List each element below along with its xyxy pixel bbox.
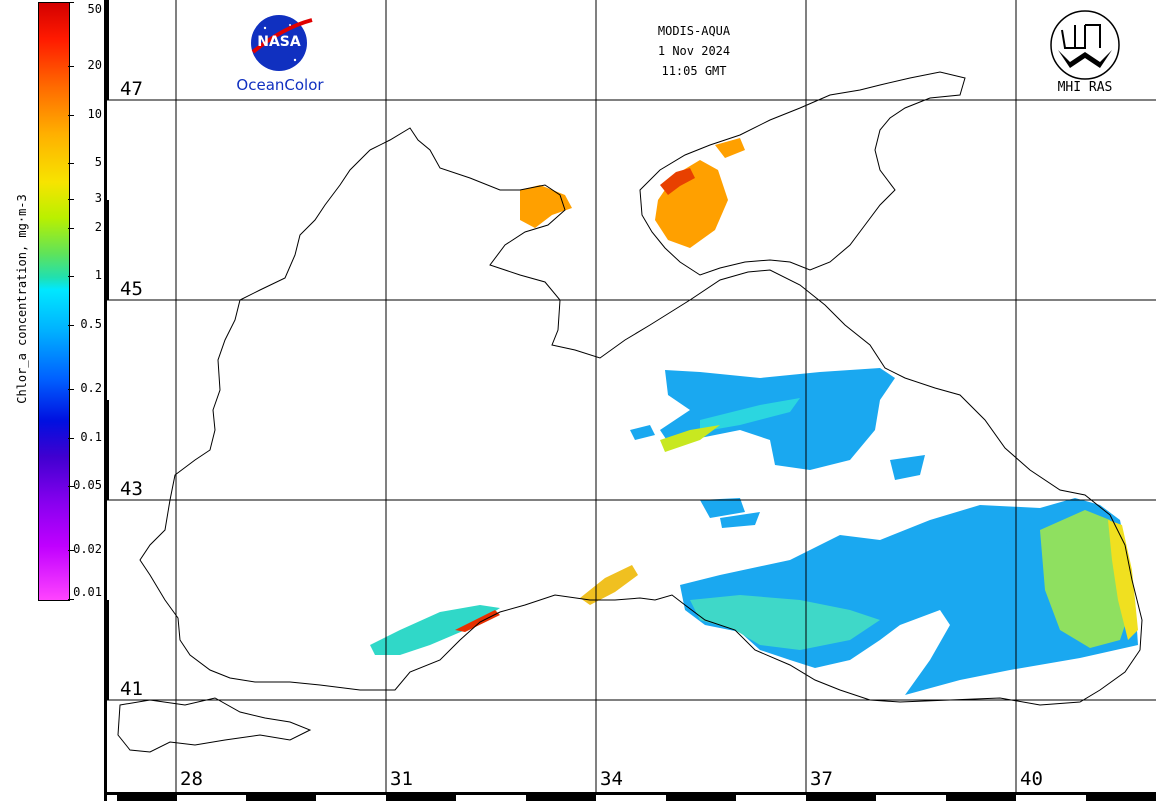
mhi-ras-logo: [1050, 10, 1120, 80]
colorbar-tick: [68, 599, 74, 600]
colorbar-tick: [68, 115, 74, 116]
colorbar-tick-label: 20: [87, 58, 102, 72]
west-south-patch: [370, 605, 500, 655]
colorbar-tick: [68, 66, 74, 67]
azov-coast: [639, 71, 966, 276]
lon-label-37: 37: [810, 768, 833, 790]
lat-label-45: 45: [120, 278, 143, 300]
lat-lon-grid: [107, 0, 1156, 792]
colorbar-tick-label: 5: [94, 155, 102, 169]
small-blue-patch-a: [630, 425, 655, 440]
central-east-cyan-streak: [700, 398, 800, 432]
colorbar-tick-label: 10: [87, 107, 102, 121]
lat-label-43: 43: [120, 478, 143, 500]
colorbar-tick: [68, 486, 74, 487]
colorbar-tick: [68, 228, 74, 229]
colorbar-tick: [68, 163, 74, 164]
colorbar-tick-label: 0.1: [80, 430, 102, 444]
crimea-orange-patch: [520, 185, 572, 228]
chlorophyll-colorbar: [38, 2, 70, 601]
small-blue-mid-patch-2: [720, 512, 760, 528]
azov-red-spots: [660, 168, 695, 195]
colorbar-tick-label: 0.02: [73, 542, 102, 556]
chlorophyll-data-layer: [370, 138, 1138, 695]
colorbar-tick-label: 0.01: [73, 585, 102, 599]
colorbar-tick: [68, 325, 74, 326]
colorbar-tick-label: 0.2: [80, 381, 102, 395]
colorbar-tick-label: 3: [94, 191, 102, 205]
frame-scale-bars: [104, 0, 1156, 801]
colorbar-tick-label: 50: [87, 2, 102, 16]
lon-label-28: 28: [180, 768, 203, 790]
colorbar-tick-label: 0.5: [80, 317, 102, 331]
colorbar-tick: [68, 276, 74, 277]
southeast-yellow-coastal: [1108, 520, 1138, 640]
colorbar-tick: [68, 438, 74, 439]
time-label: 11:05 GMT: [661, 64, 727, 78]
turkey-south-coast: [117, 697, 312, 753]
colorbar-tick-label: 1: [94, 268, 102, 282]
lon-label-40: 40: [1020, 768, 1043, 790]
sensor-label: MODIS-AQUA: [657, 24, 731, 38]
southeast-cyan-band: [690, 595, 880, 650]
colorbar-tick: [68, 199, 74, 200]
colorbar-tick: [68, 389, 74, 390]
colorbar-tick: [68, 550, 74, 551]
central-east-yellow-edge: [660, 425, 720, 452]
nasa-logo-text: NASA: [257, 34, 301, 50]
southeast-north-lobe: [955, 508, 1035, 555]
colorbar-tick-label: 0.05: [73, 478, 102, 492]
colorbar-tick: [68, 2, 74, 3]
lat-label-47: 47: [120, 78, 143, 100]
lon-label-31: 31: [390, 768, 413, 790]
lat-label-41: 41: [120, 678, 143, 700]
southeast-green-coastal: [1040, 510, 1130, 648]
small-blue-patch-b: [890, 455, 925, 480]
nasa-logo: [251, 15, 313, 71]
mhi-ras-caption: MHI RAS: [1057, 80, 1113, 95]
lon-label-34: 34: [600, 768, 623, 790]
small-blue-mid-patch: [700, 498, 745, 518]
colorbar-tick-label: 2: [94, 220, 102, 234]
central-east-blue-patch: [660, 368, 895, 470]
oceancolor-caption: OceanColor: [236, 76, 324, 94]
west-south-red-edge: [455, 610, 500, 632]
azov-north-patch: [715, 138, 745, 158]
sinop-yellow-patch: [580, 565, 638, 605]
date-label: 1 Nov 2024: [657, 44, 731, 58]
